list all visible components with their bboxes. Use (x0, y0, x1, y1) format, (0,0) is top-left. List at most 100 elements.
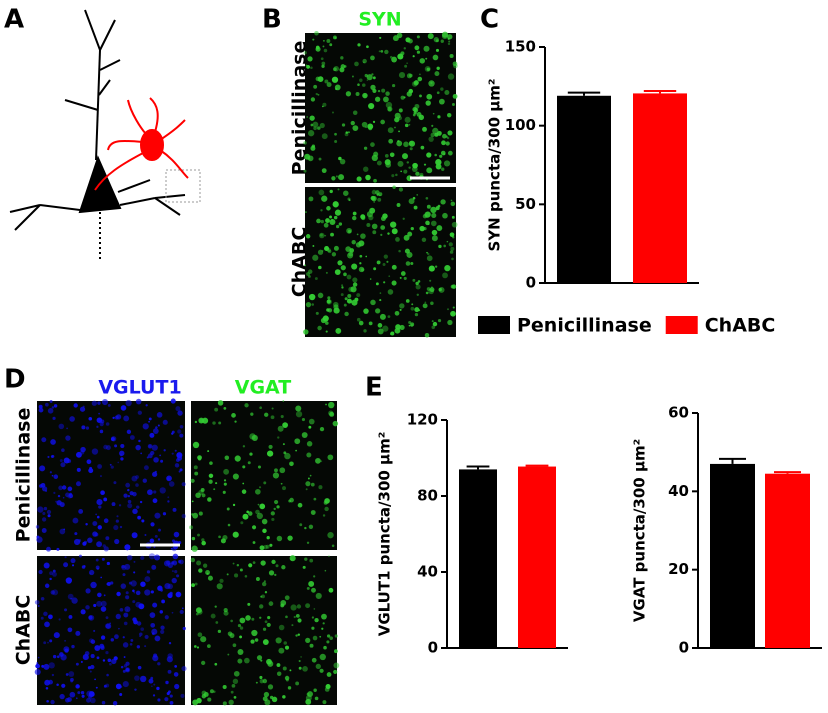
punctum (431, 124, 434, 127)
punctum (311, 144, 316, 148)
punctum (381, 88, 386, 93)
punctum (123, 664, 128, 668)
punctum (53, 474, 59, 479)
punctum (367, 123, 374, 130)
punctum (71, 644, 75, 649)
punctum (310, 123, 314, 127)
punctum (445, 135, 448, 138)
punctum (111, 502, 116, 507)
punctum (138, 603, 145, 610)
punctum (310, 510, 316, 515)
punctum (451, 312, 454, 315)
punctum (223, 468, 230, 475)
punctum (133, 560, 136, 563)
punctum (358, 240, 365, 247)
punctum (394, 117, 400, 123)
punctum (69, 416, 75, 422)
punctum (376, 260, 381, 265)
punctum (331, 252, 337, 257)
punctum (287, 686, 292, 690)
punctum (449, 232, 455, 238)
punctum (162, 512, 167, 516)
punctum (258, 486, 262, 489)
punctum (115, 519, 119, 523)
punctum (282, 486, 286, 491)
punctum (195, 607, 202, 614)
punctum (370, 142, 375, 147)
punctum (375, 282, 379, 286)
punctum (194, 420, 198, 424)
punctum (305, 488, 308, 491)
punctum (412, 113, 416, 117)
punctum (259, 545, 265, 551)
punctum (437, 319, 442, 323)
punctum (267, 684, 274, 690)
punctum (156, 686, 160, 691)
punctum (125, 482, 131, 488)
punctum (65, 673, 69, 676)
punctum (146, 570, 151, 574)
punctum (271, 559, 276, 565)
punctum (364, 73, 368, 78)
punctum (377, 328, 384, 335)
punctum (314, 696, 319, 701)
punctum (207, 697, 212, 702)
punctum (326, 672, 332, 677)
punctum (357, 83, 360, 86)
punctum (316, 218, 321, 224)
punctum (264, 620, 268, 624)
punctum (103, 444, 108, 450)
punctum (75, 630, 81, 636)
punctum (198, 511, 203, 516)
punctum (306, 272, 310, 276)
punctum (311, 587, 316, 593)
punctum (167, 496, 170, 499)
punctum (75, 662, 79, 666)
punctum (371, 195, 377, 202)
punctum (105, 650, 109, 655)
punctum (174, 664, 178, 668)
punctum (232, 503, 236, 507)
punctum (377, 323, 383, 328)
y-tick-label: 40 (668, 482, 689, 500)
punctum (359, 262, 362, 265)
punctum (259, 604, 264, 609)
punctum (270, 415, 275, 420)
punctum (298, 666, 302, 670)
punctum (259, 406, 262, 410)
punctum (153, 683, 156, 686)
punctum (403, 47, 406, 50)
bar (633, 93, 687, 283)
punctum (203, 692, 209, 697)
punctum (372, 120, 376, 124)
punctum (201, 493, 206, 498)
punctum (210, 613, 216, 619)
punctum (64, 556, 67, 559)
punctum (375, 308, 381, 314)
punctum (389, 221, 397, 228)
punctum (155, 426, 158, 429)
punctum (254, 638, 259, 642)
punctum (125, 667, 130, 672)
punctum (50, 439, 56, 445)
punctum (274, 468, 278, 473)
punctum (332, 201, 339, 208)
punctum (160, 629, 165, 634)
punctum (179, 468, 183, 472)
punctum (437, 115, 440, 119)
punctum (391, 264, 397, 270)
punctum (334, 139, 338, 143)
punctum (440, 150, 446, 156)
punctum (394, 327, 401, 334)
punctum (36, 662, 39, 664)
punctum (123, 415, 130, 422)
punctum (171, 561, 175, 565)
punctum (137, 410, 142, 415)
punctum (239, 635, 243, 639)
punctum (101, 398, 109, 406)
punctum (380, 225, 386, 230)
punctum (127, 488, 130, 492)
punctum (141, 519, 145, 523)
punctum (250, 639, 255, 644)
punctum (329, 411, 335, 417)
